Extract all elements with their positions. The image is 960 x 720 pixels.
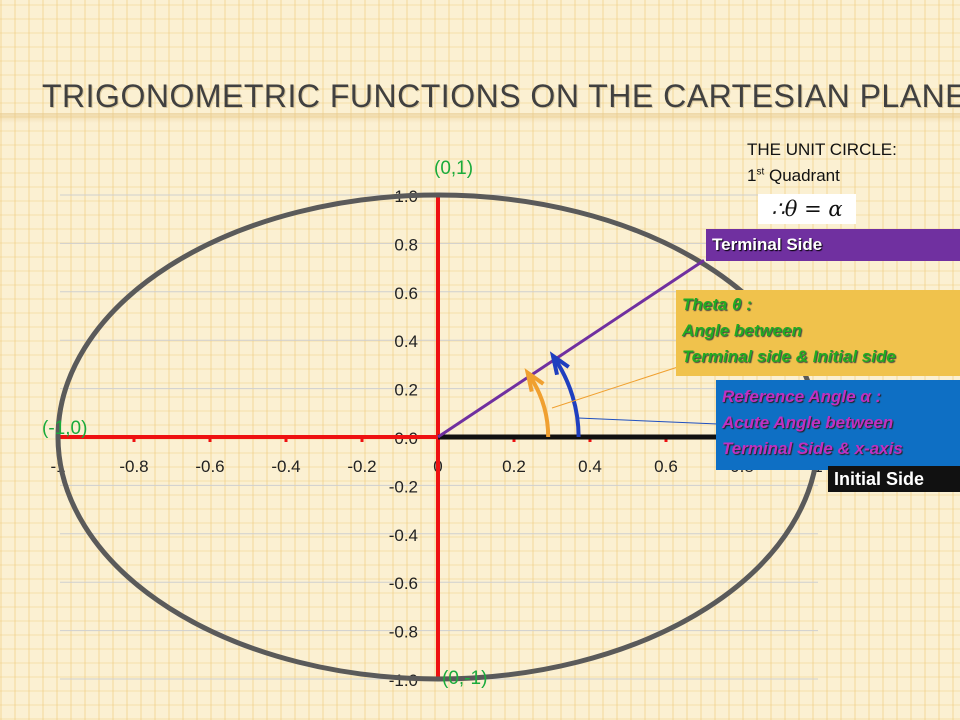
y-tick-label: -0.8 (389, 623, 418, 642)
quadrant-number: 1 (747, 166, 757, 185)
unit-circle-heading: THE UNIT CIRCLE: (747, 140, 897, 159)
theta-arc-arrowhead (549, 351, 570, 376)
y-tick-label: -0.4 (389, 526, 418, 545)
slide-title: TRIGONOMETRIC FUNCTIONS ON THE CARTESIAN… (42, 78, 960, 114)
theta-callout: Theta θ : Angle between Terminal side & … (676, 290, 960, 376)
y-tick-label: 0.4 (394, 332, 418, 351)
theta-pointer-line (551, 364, 685, 409)
reference-pointer-line (577, 417, 719, 425)
x-tick-label: -0.8 (119, 457, 148, 476)
point-label-bottom: (0,-1) (442, 668, 488, 689)
x-tick-label: 0.6 (654, 457, 678, 476)
y-tick-label: 0.6 (394, 284, 418, 303)
theta-callout-line: Theta θ : (682, 295, 752, 314)
title-underline (0, 113, 960, 123)
theta-arc (553, 358, 581, 438)
terminal-side-callout: Terminal Side (706, 229, 960, 261)
theta-equals-alpha-formula: ∴θ = α (758, 194, 856, 224)
quadrant-ordinal: st (756, 166, 765, 178)
initial-side-callout: Initial Side (828, 466, 960, 492)
x-tick-label: -0.4 (271, 457, 300, 476)
y-tick-label: 0.8 (394, 235, 418, 254)
reference-arc (528, 374, 551, 438)
x-tick-label: -0.2 (347, 457, 376, 476)
y-tick-label: 0.2 (394, 381, 418, 400)
theta-callout-line: Terminal side & Initial side (682, 347, 896, 366)
reference-callout-line: Reference Angle α : (722, 387, 882, 406)
terminal-side-line (437, 259, 705, 439)
quadrant-word: Quadrant (764, 166, 840, 185)
x-tick-label: 0.2 (502, 457, 526, 476)
reference-angle-callout: Reference Angle α : Acute Angle between … (716, 380, 960, 470)
quadrant-label: 1st Quadrant (747, 166, 840, 186)
point-label-top: (0,1) (434, 158, 474, 179)
y-tick-label: -0.2 (389, 477, 418, 496)
reference-callout-line: Acute Angle between (722, 413, 894, 432)
theta-callout-line: Angle between (682, 321, 802, 340)
point-label-left: (-1,0) (42, 418, 88, 439)
x-tick-label: 0.4 (578, 457, 602, 476)
reference-arc-arrowhead (524, 368, 545, 392)
x-tick-label: -0.6 (195, 457, 224, 476)
reference-callout-line: Terminal Side & x-axis (722, 439, 903, 458)
y-tick-label: -0.6 (389, 574, 418, 593)
